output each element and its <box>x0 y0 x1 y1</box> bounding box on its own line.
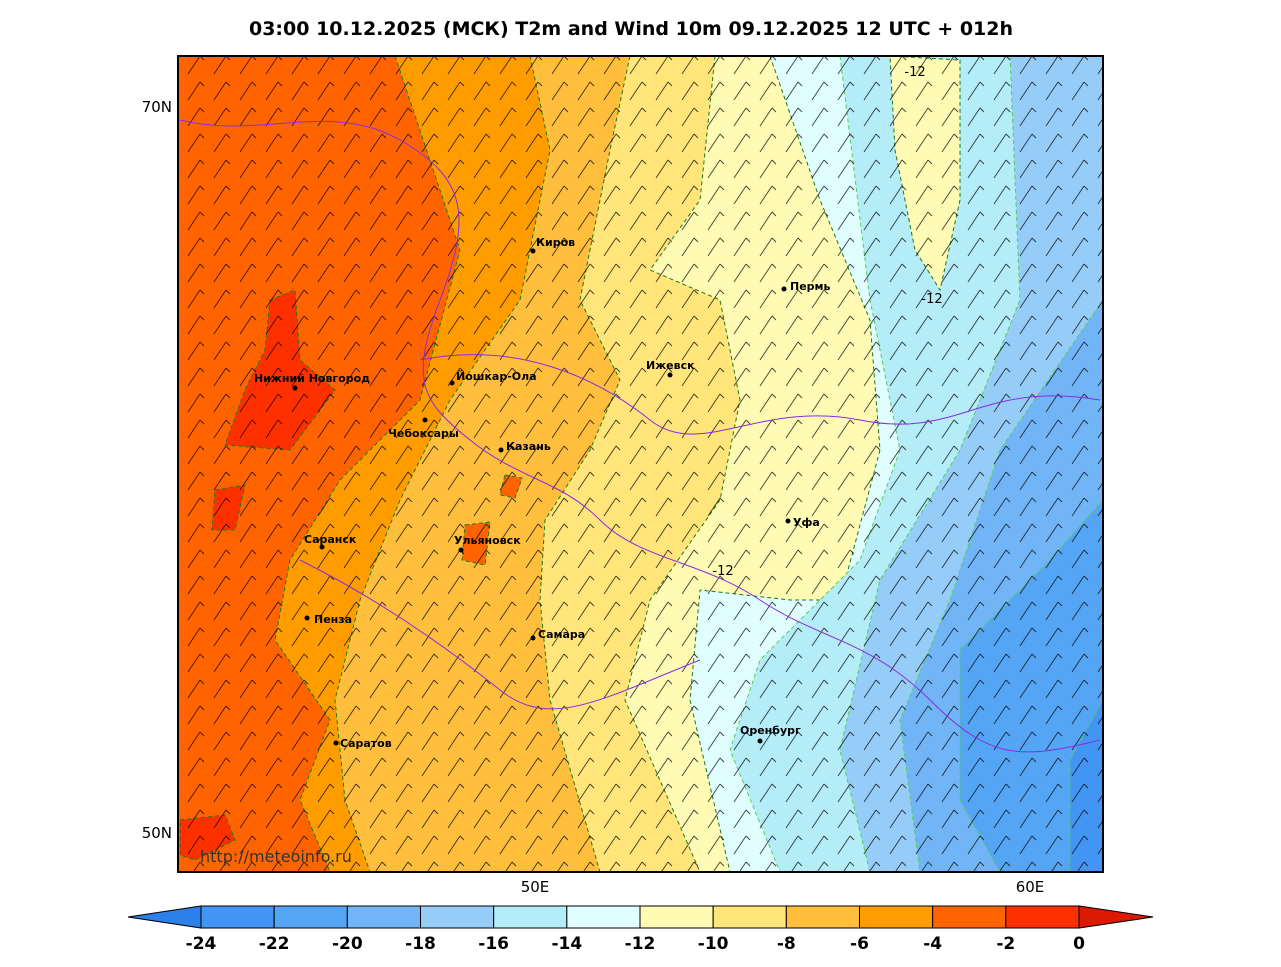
city-dot <box>319 544 325 550</box>
title: 03:00 10.12.2025 (МСК) T2m and Wind 10m … <box>249 18 1013 40</box>
colorbar-tick-label: -8 <box>777 934 796 954</box>
city-label: Пенза <box>314 613 352 626</box>
city-dot <box>292 385 298 391</box>
lat-label: 70N <box>142 98 172 116</box>
city-dot <box>785 518 791 524</box>
colorbar-tick-label: -10 <box>698 934 729 954</box>
city-label: Киров <box>536 236 575 249</box>
colorbar-tick-label: -14 <box>551 934 582 954</box>
colorbar-bin <box>566 905 641 929</box>
city-dot <box>530 635 536 641</box>
colorbar-bin <box>346 905 422 929</box>
colorbar-tick-label: -6 <box>850 934 869 954</box>
city-label: Йошкар-Ола <box>456 370 537 383</box>
colorbar-bin <box>493 905 568 929</box>
city-dot <box>667 372 673 378</box>
wind-barbs <box>178 56 1103 872</box>
city-dot <box>498 447 504 453</box>
city-dot <box>530 248 536 254</box>
city-label: Саратов <box>340 737 392 750</box>
city-dot <box>757 738 763 744</box>
contour-label: -12 <box>712 564 733 579</box>
city-dot <box>422 417 428 423</box>
colorbar-tick-label: 0 <box>1073 934 1085 954</box>
lon-label: 50E <box>521 878 550 896</box>
lat-label: 50N <box>142 824 172 842</box>
colorbar-tick-label: -4 <box>923 934 942 954</box>
city-dot <box>449 380 455 386</box>
colorbar-bin <box>859 905 934 929</box>
city-label: Нижний Новгород <box>254 372 370 385</box>
city-dot <box>458 547 464 553</box>
city-label: Казань <box>506 440 551 453</box>
city-dot <box>304 615 310 621</box>
city-label: Чебоксары <box>388 427 459 440</box>
colorbar-over <box>1078 905 1154 929</box>
city-label: Ижевск <box>646 359 695 372</box>
city-label: Ульяновск <box>454 534 521 547</box>
colorbar-bin <box>785 905 860 929</box>
border <box>299 559 701 710</box>
colorbar-tick-label: -16 <box>478 934 509 954</box>
border <box>419 354 1101 435</box>
watermark: http://meteoinfo.ru <box>200 847 352 866</box>
colorbar-bin <box>420 905 495 929</box>
city-label: Саранск <box>304 533 357 546</box>
colorbar-bin <box>273 905 348 929</box>
city-dot <box>781 286 787 292</box>
colorbar-tick-label: -18 <box>405 934 436 954</box>
border <box>179 119 1101 753</box>
city-label: Пермь <box>790 280 831 293</box>
lon-label: 60E <box>1016 878 1045 896</box>
contour-label: -12 <box>921 292 942 307</box>
city-dot <box>333 740 339 746</box>
colorbar-under <box>127 905 202 929</box>
city-label: Самара <box>538 628 585 641</box>
colorbar-tick-label: -20 <box>332 934 363 954</box>
colorbar-tick-label: -12 <box>625 934 656 954</box>
colorbar-tick-label: -22 <box>259 934 290 954</box>
colorbar-tick-label: -2 <box>996 934 1015 954</box>
colorbar-bin <box>200 905 275 929</box>
city-label: Оренбург <box>740 724 801 737</box>
colorbar-bin <box>712 905 787 929</box>
map <box>178 56 1103 872</box>
map-frame <box>177 55 1104 873</box>
colorbar-bin <box>932 905 1007 929</box>
colorbar-tick-label: -24 <box>186 934 217 954</box>
colorbar-bin <box>639 905 714 929</box>
city-label: Уфа <box>793 516 820 529</box>
contour-label: -12 <box>904 65 925 80</box>
colorbar-bin <box>1005 905 1080 929</box>
